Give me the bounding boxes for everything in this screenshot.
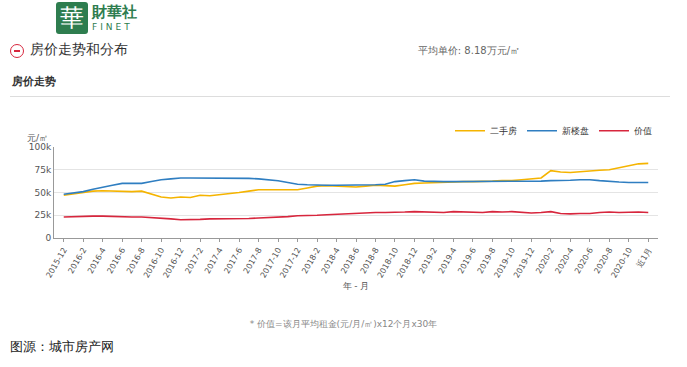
svg-text:75k: 75k bbox=[35, 165, 52, 175]
svg-text:2018-10: 2018-10 bbox=[376, 246, 401, 279]
html-text:* 价值=该月平均租金(元/月/㎡)x12个月x30年: * 价值=该月平均租金(元/月/㎡)x12个月x30年 bbox=[249, 319, 438, 329]
html-text:華 財華社: 華 財華社 bbox=[60, 3, 137, 32]
svg-text:2016-8: 2016-8 bbox=[125, 246, 147, 275]
svg-text:2016-6: 2016-6 bbox=[105, 246, 127, 275]
svg-text:年 - 月: 年 - 月 bbox=[343, 281, 370, 291]
svg-text:2019-8: 2019-8 bbox=[476, 246, 498, 275]
svg-text:新楼盘: 新楼盘 bbox=[562, 126, 589, 136]
svg-text:2017-2: 2017-2 bbox=[183, 246, 205, 275]
svg-text:2018-2: 2018-2 bbox=[300, 246, 322, 275]
svg-text:2019-6: 2019-6 bbox=[456, 246, 478, 275]
html-text:平均单价: 8.18万元/㎡: 平均单价: 8.18万元/㎡ bbox=[417, 45, 520, 56]
svg-text:2018-6: 2018-6 bbox=[339, 246, 361, 275]
svg-text:2017-6: 2017-6 bbox=[222, 246, 244, 275]
html-text:房价走势和分布: 房价走势和分布 bbox=[30, 41, 128, 57]
svg-text:2016-12: 2016-12 bbox=[161, 246, 186, 279]
svg-text:2016-2: 2016-2 bbox=[66, 246, 88, 275]
svg-text:2019-10: 2019-10 bbox=[493, 246, 518, 279]
svg-text:2017-10: 2017-10 bbox=[259, 246, 284, 279]
html-text:图源：城市房产网: 图源：城市房产网 bbox=[10, 339, 114, 354]
svg-text:2019-2: 2019-2 bbox=[417, 246, 439, 275]
svg-text:2019-12: 2019-12 bbox=[512, 246, 537, 279]
svg-text:2017-12: 2017-12 bbox=[278, 246, 303, 279]
svg-text:2015-12: 2015-12 bbox=[44, 246, 69, 279]
svg-text:25k: 25k bbox=[35, 210, 52, 220]
svg-text:2020-2: 2020-2 bbox=[534, 246, 556, 275]
svg-text:2020-10: 2020-10 bbox=[609, 246, 634, 279]
svg-text:2020-6: 2020-6 bbox=[573, 246, 595, 275]
svg-text:2018-12: 2018-12 bbox=[395, 246, 420, 279]
html-text:FINET: FINET bbox=[92, 22, 133, 32]
svg-text:2016-10: 2016-10 bbox=[142, 246, 167, 279]
svg-text:2018-8: 2018-8 bbox=[359, 246, 381, 275]
svg-text:50k: 50k bbox=[35, 188, 52, 198]
svg-text:2019-4: 2019-4 bbox=[437, 246, 459, 275]
svg-text:元/㎡: 元/㎡ bbox=[27, 133, 48, 143]
svg-text:100k: 100k bbox=[29, 142, 52, 152]
svg-text:2020-4: 2020-4 bbox=[554, 246, 576, 275]
html-text:房价走势: 房价走势 bbox=[12, 75, 56, 88]
svg-text:价值: 价值 bbox=[633, 126, 652, 136]
svg-text:近1月: 近1月 bbox=[635, 246, 653, 269]
svg-text:2018-4: 2018-4 bbox=[320, 246, 342, 275]
svg-text:0: 0 bbox=[45, 233, 51, 243]
svg-text:二手房: 二手房 bbox=[490, 126, 517, 136]
svg-text:2017-8: 2017-8 bbox=[242, 246, 264, 275]
svg-text:2016-4: 2016-4 bbox=[86, 246, 108, 275]
svg-text:2017-4: 2017-4 bbox=[203, 246, 225, 275]
svg-text:2020-8: 2020-8 bbox=[593, 246, 615, 275]
